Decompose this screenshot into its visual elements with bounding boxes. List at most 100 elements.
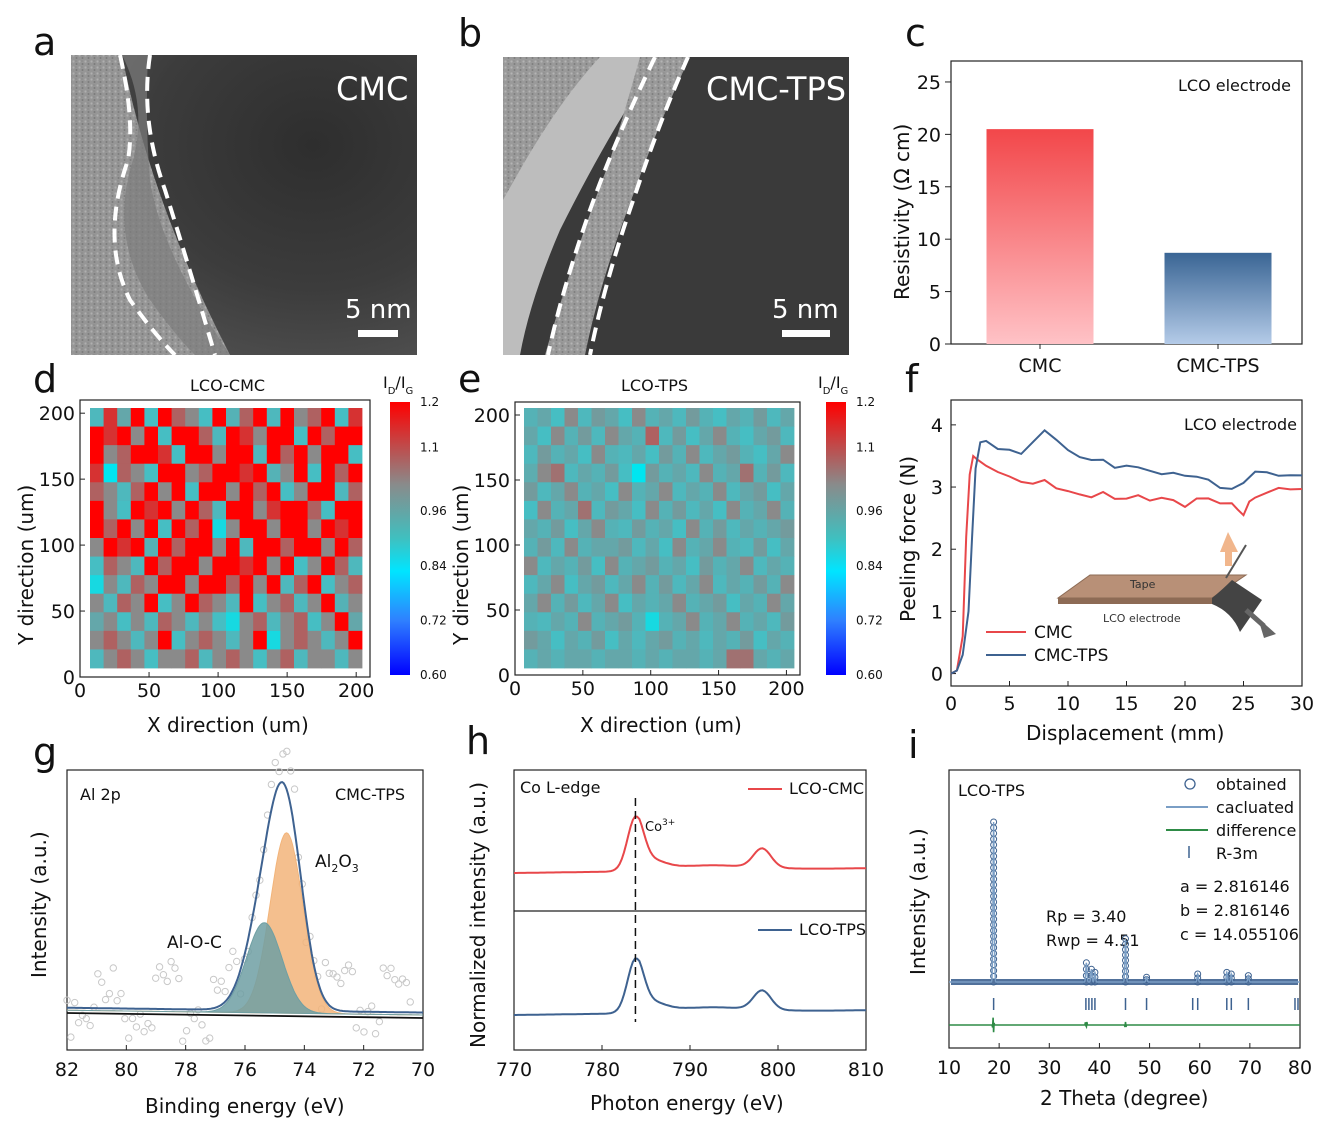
annotation-co3: Co3+ [645, 818, 675, 835]
data-point [225, 963, 233, 972]
panel-c-ylabel: Resistivity (Ω cm) [890, 124, 914, 300]
heatmap-cell [564, 519, 579, 539]
heatmap-cell [726, 445, 741, 465]
heatmap-cell [578, 630, 592, 650]
panel-h-xtick-label: 800 [760, 1059, 796, 1081]
heatmap-cell [294, 612, 308, 632]
panel-a-letter: a [33, 20, 56, 64]
data-point [275, 767, 283, 776]
heatmap-cell [564, 500, 579, 520]
heatmap-cell [239, 556, 254, 576]
heatmap-cell [280, 445, 295, 465]
heatmap-cell [117, 426, 132, 446]
heatmap-cell [253, 445, 268, 465]
heatmap-cell [618, 538, 633, 557]
heatmap-cell [239, 593, 254, 613]
heatmap-cell [524, 612, 538, 632]
heatmap-cell [158, 575, 172, 595]
heatmap-cell [280, 593, 295, 613]
background-points [951, 979, 1298, 985]
heatmap-cell [578, 575, 592, 595]
heatmap-cell [591, 426, 606, 446]
heatmap-cell [740, 426, 754, 446]
heatmap-cell [198, 500, 213, 520]
heatmap-cell [321, 649, 336, 669]
heatmap-cell [767, 408, 781, 427]
heatmap-cell [780, 575, 795, 595]
heatmap-cell [321, 630, 336, 650]
heatmap-cell [686, 612, 700, 632]
heatmap-cell [321, 593, 336, 613]
heatmap-cell [294, 556, 308, 576]
heatmap-cell [144, 556, 159, 576]
heatmap-cell [348, 593, 363, 613]
heatmap-cell [537, 630, 552, 650]
heatmap-cell [334, 612, 349, 632]
data-point [198, 1021, 206, 1029]
data-point [132, 1023, 141, 1031]
heatmap-cell [348, 538, 363, 557]
panel-e-title: LCO-TPS [621, 376, 688, 395]
heatmap-cell [348, 482, 363, 502]
heatmap-cell [767, 593, 781, 613]
data-point [163, 977, 171, 986]
heatmap-cell [672, 482, 687, 502]
heatmap-cell [659, 593, 673, 613]
heatmap-cell [618, 556, 633, 576]
panel-c-xtick-cmc: CMC [1019, 355, 1062, 377]
heatmap-cell [185, 630, 200, 650]
heatmap-cell [591, 630, 606, 650]
heatmap-cell [659, 482, 673, 502]
data-point [74, 1018, 83, 1027]
heatmap-cell [226, 575, 240, 595]
heatmap-cell [239, 630, 254, 650]
heatmap-cell [90, 408, 104, 427]
heatmap-cell [117, 556, 132, 576]
heatmap-cell [753, 426, 768, 446]
heatmap-cell [117, 500, 132, 520]
heatmap-cell [726, 593, 741, 613]
heatmap-cell [578, 649, 592, 669]
heatmap-cell [198, 482, 213, 502]
heatmap-cell [171, 500, 186, 520]
legend-label-cmc-tps: CMC-TPS [1034, 646, 1108, 666]
heatmap-cell [294, 426, 308, 446]
data-point [990, 932, 998, 940]
heatmap-cell [185, 426, 200, 446]
heatmap-cell [307, 445, 322, 465]
panel-a-title: CMC [336, 70, 408, 108]
data-point [209, 975, 218, 984]
panel-c-frame [950, 60, 1303, 345]
heatmap-cell [321, 408, 336, 427]
heatmap-cell [185, 538, 200, 557]
heatmap-cell [524, 445, 538, 465]
data-point [140, 1027, 148, 1036]
heatmap-cell [307, 538, 322, 557]
heatmap-cell [767, 463, 781, 483]
panel-g-xtick-label: 80 [114, 1059, 138, 1081]
heatmap-cell [767, 538, 781, 557]
heatmap-cell [780, 408, 795, 427]
x-tick-label: 100 [200, 680, 236, 702]
heatmap-cell [321, 538, 336, 557]
heatmap-cell [767, 482, 781, 502]
heatmap-cell [239, 408, 254, 427]
heatmap-cell [185, 500, 200, 520]
heatmap-cell [632, 500, 646, 520]
heatmap-cell [212, 519, 227, 539]
heatmap-cell [551, 593, 565, 613]
heatmap-cell [537, 408, 552, 427]
heatmap-cell [659, 649, 673, 669]
data-point [391, 975, 399, 984]
heatmap-cell [605, 482, 619, 502]
heatmap-cell [158, 593, 172, 613]
heatmap-cell [699, 538, 714, 557]
heatmap-cell [686, 408, 700, 427]
heatmap-cell [645, 463, 660, 483]
panel-d-xlabel: X direction (um) [147, 713, 309, 737]
heatmap-cell [699, 408, 714, 427]
panel-c-xtick-cmc-tps: CMC-TPS [1176, 355, 1259, 377]
heatmap-cell [348, 612, 363, 632]
heatmap-cell [564, 445, 579, 465]
panel-f-xtick-label: 0 [945, 693, 957, 715]
